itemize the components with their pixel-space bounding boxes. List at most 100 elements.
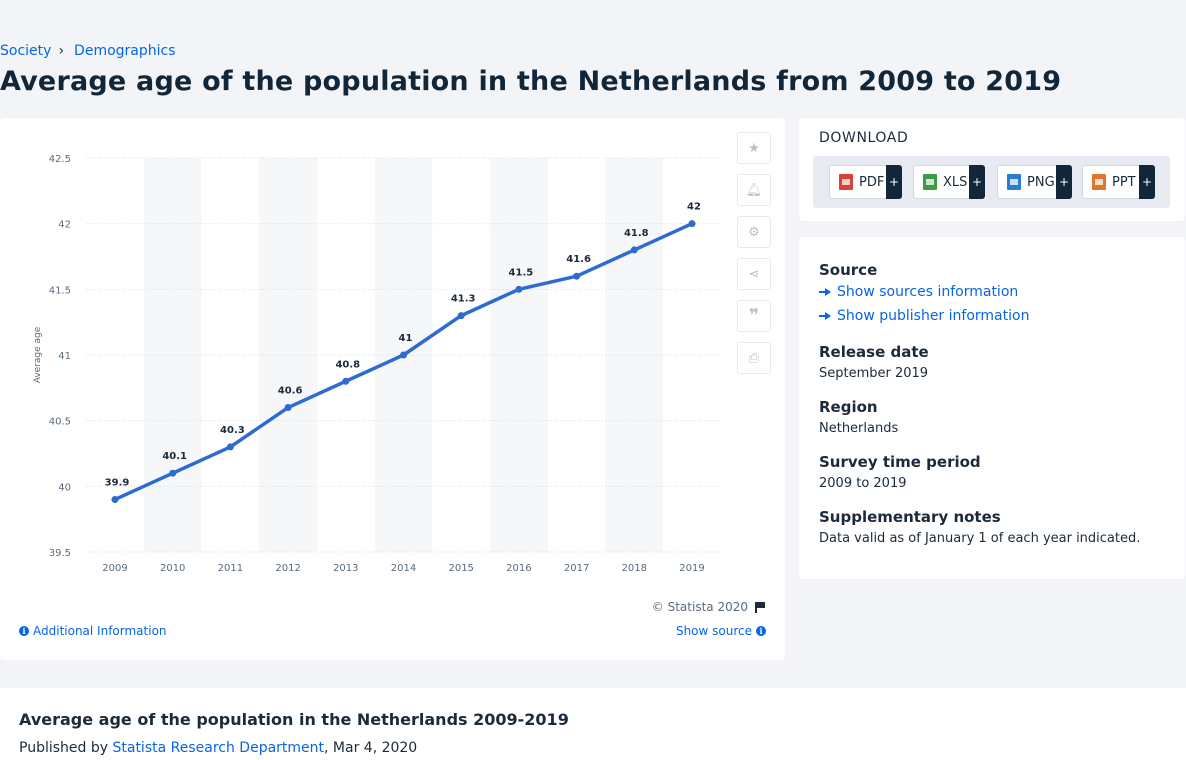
additional-information-label: Additional Information: [33, 624, 167, 638]
settings-button[interactable]: ⚙: [737, 216, 771, 248]
x-tick-label: 2018: [622, 563, 647, 574]
print-button[interactable]: ⎙: [737, 342, 771, 374]
data-label: 39.9: [105, 477, 130, 488]
print-icon: ⎙: [748, 350, 760, 366]
x-tick-label: 2014: [391, 563, 416, 574]
download-xls-label: XLS: [943, 174, 968, 190]
show-sources-label: Show sources information: [837, 284, 1019, 300]
info-icon: i: [756, 626, 766, 636]
download-png-label: PNG: [1027, 174, 1055, 190]
data-point: [688, 220, 696, 228]
breadcrumb: Society › Demographics: [0, 43, 176, 59]
y-tick-label: 42.5: [49, 154, 71, 165]
x-tick-label: 2015: [448, 563, 473, 574]
data-label: 41.3: [451, 294, 476, 305]
show-source-link[interactable]: Show source i: [676, 624, 766, 638]
plus-icon[interactable]: +: [1056, 165, 1072, 199]
author-link[interactable]: Statista Research Department: [112, 740, 325, 756]
flag-icon[interactable]: [754, 601, 765, 613]
data-point: [515, 285, 523, 293]
chart-toolbar: ★ 🔔︎ ⚙ ⋖ ❞ ⎙: [737, 132, 773, 384]
show-publisher-link[interactable]: Show publisher information: [819, 308, 1029, 324]
source-heading: Source: [819, 261, 878, 279]
ppt-file-icon: [1092, 174, 1106, 190]
show-sources-link[interactable]: Show sources information: [819, 284, 1018, 300]
data-point: [284, 404, 292, 412]
gear-icon: ⚙: [748, 224, 760, 240]
xls-file-icon: [923, 174, 937, 190]
survey-period-value: 2009 to 2019: [819, 476, 907, 491]
data-label: 41.8: [624, 228, 649, 239]
download-bar: PDF + XLS + PNG + PPT +: [813, 156, 1170, 208]
x-tick-label: 2013: [333, 563, 358, 574]
publication-date: , Mar 4, 2020: [324, 740, 418, 756]
copyright-notice: © Statista 2020: [652, 600, 765, 614]
page-title: Average age of the population in the Net…: [0, 66, 1062, 97]
share-button[interactable]: ⋖: [737, 258, 771, 290]
x-tick-label: 2016: [506, 563, 531, 574]
favorite-button[interactable]: ★: [737, 132, 771, 164]
quote-icon: ❞: [749, 306, 759, 326]
data-point: [169, 469, 177, 477]
data-point: [400, 351, 407, 359]
line-chart: 39.5 40 40.5 41 41.5 42 42.5 Average age 2009 201…: [33, 154, 720, 574]
plus-icon[interactable]: +: [1139, 165, 1155, 199]
arrow-right-icon: [819, 311, 832, 321]
data-point: [111, 495, 119, 503]
x-tick-label: 2012: [275, 563, 300, 574]
y-tick-label: 40: [58, 482, 71, 493]
cite-button[interactable]: ❞: [737, 300, 771, 332]
y-axis-label: Average age: [33, 326, 43, 383]
y-tick-label: 41: [58, 351, 71, 362]
data-label: 40.6: [278, 386, 303, 397]
arrow-right-icon: [819, 287, 832, 297]
publication-card: Average age of the population in the Net…: [0, 688, 1186, 760]
data-label: 41.5: [509, 267, 534, 278]
download-png-button[interactable]: PNG +: [997, 165, 1072, 199]
supplementary-notes-value: Data valid as of January 1 of each year …: [819, 531, 1141, 546]
copyright-text: © Statista 2020: [651, 600, 748, 614]
download-ppt-label: PPT: [1112, 174, 1136, 190]
data-point: [226, 443, 234, 451]
region-heading: Region: [819, 398, 878, 416]
published-prefix: Published by: [19, 740, 109, 756]
y-tick-label: 42: [58, 220, 71, 231]
published-line: Published by Statista Research Departmen…: [19, 740, 417, 756]
x-tick-label: 2010: [160, 563, 185, 574]
show-source-label: Show source: [675, 624, 752, 638]
publication-title: Average age of the population in the Net…: [19, 710, 569, 729]
download-xls-button[interactable]: XLS +: [913, 165, 985, 199]
data-label: 40.1: [162, 451, 187, 462]
release-date-heading: Release date: [819, 343, 929, 361]
download-title: DOWNLOAD: [819, 130, 909, 146]
plus-icon[interactable]: +: [969, 165, 985, 199]
x-tick-label: 2019: [679, 563, 704, 574]
notification-button[interactable]: 🔔︎: [737, 174, 771, 206]
survey-period-heading: Survey time period: [819, 453, 981, 471]
info-icon: i: [19, 626, 29, 636]
data-label: 41: [399, 333, 413, 344]
show-publisher-label: Show publisher information: [837, 308, 1030, 324]
y-tick-label: 41.5: [49, 285, 71, 296]
share-icon: ⋖: [748, 266, 760, 282]
download-card: DOWNLOAD PDF + XLS + PNG + PPT +: [799, 118, 1185, 221]
release-date-value: September 2019: [819, 366, 929, 381]
download-pdf-button[interactable]: PDF +: [829, 165, 902, 199]
breadcrumb-separator: ›: [58, 43, 65, 59]
category-band: [259, 158, 317, 552]
additional-information-link[interactable]: i Additional Information: [19, 624, 167, 638]
download-ppt-button[interactable]: PPT +: [1082, 165, 1155, 199]
data-point: [630, 246, 638, 254]
data-label: 40.3: [220, 425, 245, 436]
bell-icon: 🔔︎: [745, 182, 763, 198]
plus-icon[interactable]: +: [886, 165, 902, 199]
png-file-icon: [1007, 174, 1021, 190]
data-point: [573, 272, 581, 280]
star-icon: ★: [748, 140, 760, 156]
statistic-info-card: Source Show sources information Show pub…: [799, 237, 1185, 579]
breadcrumb-society[interactable]: Society: [0, 43, 52, 59]
region-value: Netherlands: [819, 421, 899, 436]
x-tick-label: 2009: [102, 563, 127, 574]
breadcrumb-demographics[interactable]: Demographics: [74, 43, 176, 59]
data-label: 40.8: [335, 359, 360, 370]
